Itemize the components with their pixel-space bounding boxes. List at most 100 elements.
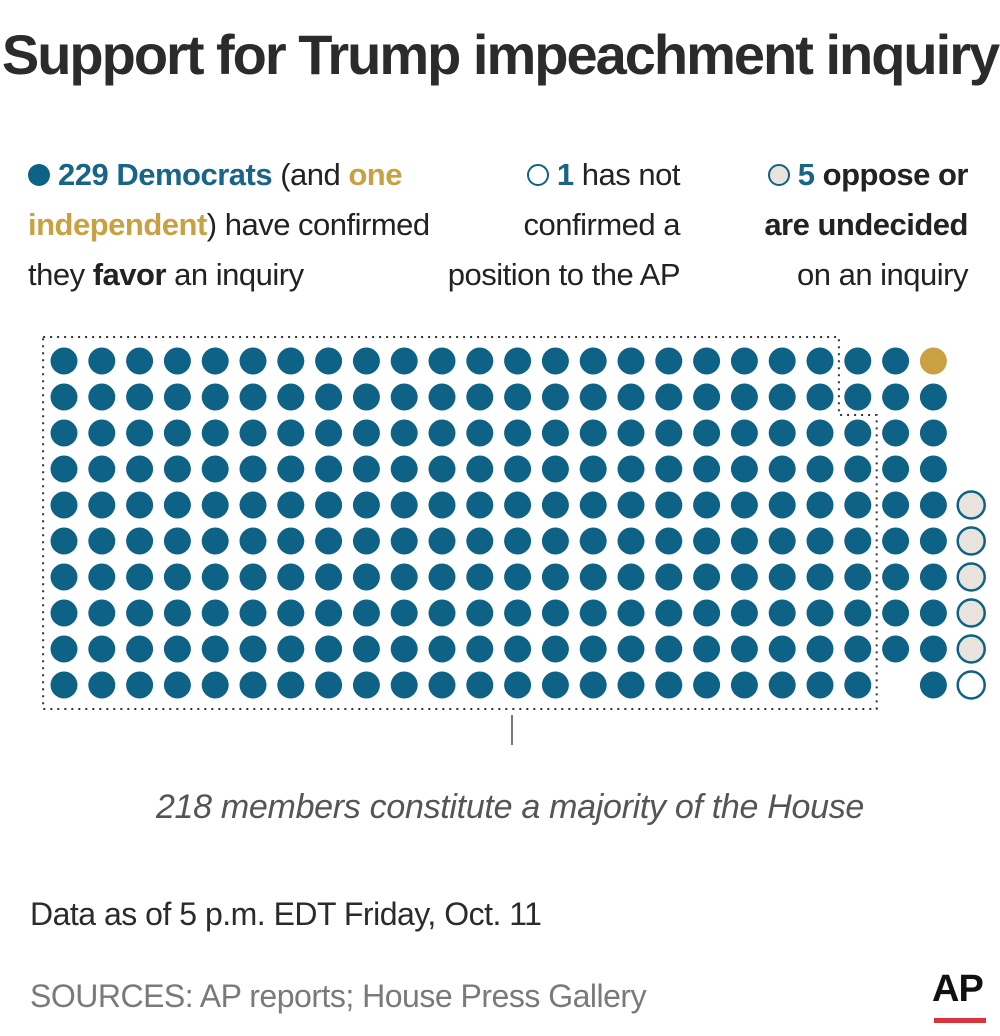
democrat-dot: [693, 563, 721, 591]
legend-not-confirmed-line2: confirmed a: [523, 207, 681, 242]
democrat-dot: [277, 671, 305, 699]
democrat-dot: [126, 347, 154, 375]
legend-one: one: [348, 157, 402, 192]
democrat-dot: [88, 527, 116, 555]
democrat-dot: [315, 491, 343, 519]
legend-oppose-text: oppose or: [822, 157, 969, 192]
legend-an-inquiry: an inquiry: [174, 257, 304, 292]
democrat-dot: [201, 383, 229, 411]
legend-oppose: 5 oppose or are undecided on an inquiry: [700, 150, 968, 300]
waffle-chart: [42, 336, 986, 745]
democrat-dot: [126, 563, 154, 591]
democrat-dot: [428, 671, 456, 699]
ap-logo-bar: [934, 1018, 986, 1023]
independent-dot: [919, 347, 947, 375]
democrat-dot: [541, 455, 569, 483]
democrat-dot: [617, 527, 645, 555]
democrat-dot: [163, 347, 191, 375]
democrat-dot: [504, 419, 532, 447]
democrat-dot: [730, 491, 758, 519]
democrat-dot: [693, 527, 721, 555]
democrat-dot: [617, 635, 645, 663]
democrat-dot: [352, 383, 380, 411]
democrat-dot: [541, 599, 569, 627]
democrat-dot: [88, 347, 116, 375]
democrat-dot: [579, 635, 607, 663]
democrat-dot: [617, 383, 645, 411]
democrat-dot: [390, 671, 418, 699]
democrat-dot: [844, 419, 872, 447]
democrat-dot: [504, 347, 532, 375]
democrat-dot: [655, 563, 683, 591]
legend-undecided-line3: on an inquiry: [796, 257, 969, 292]
democrat-dot: [768, 563, 796, 591]
democrat-dot: [730, 635, 758, 663]
democrat-dot: [806, 563, 834, 591]
democrat-dot: [126, 527, 154, 555]
democrat-dot: [844, 635, 872, 663]
legend-not-confirmed-count: 1: [556, 157, 574, 192]
democrat-dot: [428, 347, 456, 375]
democrat-dot: [88, 419, 116, 447]
democrat-dot: [277, 635, 305, 663]
democrat-dot: [126, 635, 154, 663]
democrat-dot: [239, 635, 267, 663]
democrat-dot: [504, 599, 532, 627]
democrat-dot: [806, 635, 834, 663]
democrat-dot: [617, 347, 645, 375]
democrat-dot: [655, 527, 683, 555]
data-as-of: Data as of 5 p.m. EDT Friday, Oct. 11: [30, 896, 542, 932]
democrat-dot: [239, 455, 267, 483]
democrat-dot: [315, 419, 343, 447]
democrat-dot: [768, 491, 796, 519]
democrat-dot: [50, 383, 78, 411]
democrat-dot: [541, 671, 569, 699]
democrat-dot: [882, 491, 910, 519]
oppose-undecided-dot: [956, 634, 986, 664]
democrat-dot: [163, 599, 191, 627]
democrat-dot: [466, 635, 494, 663]
democrat-dot: [50, 563, 78, 591]
legend-confirmed: ) have confirmed: [206, 207, 430, 242]
democrat-dot: [163, 383, 191, 411]
democrat-dot: [919, 455, 947, 483]
democrat-dot: [617, 491, 645, 519]
democrat-dot: [466, 527, 494, 555]
democrat-dot: [428, 635, 456, 663]
democrat-dot: [88, 383, 116, 411]
democrat-dot: [390, 563, 418, 591]
democrat-dot: [277, 347, 305, 375]
democrat-dot: [466, 671, 494, 699]
democrat-dot: [655, 383, 683, 411]
democrat-dot: [352, 455, 380, 483]
legend-not-confirmed-line3: position to the AP: [447, 257, 681, 292]
democrat-dot: [163, 671, 191, 699]
grey-circle-icon: [767, 164, 790, 186]
democrat-dot: [579, 527, 607, 555]
democrat-dot: [768, 455, 796, 483]
democrat-dot: [617, 563, 645, 591]
democrat-dot: [504, 671, 532, 699]
democrat-dot: [655, 599, 683, 627]
democrat-dot: [315, 347, 343, 375]
democrat-dot: [50, 419, 78, 447]
democrat-dot: [882, 383, 910, 411]
democrat-dot: [655, 455, 683, 483]
democrat-dot: [541, 491, 569, 519]
democrat-dot: [882, 563, 910, 591]
democrat-dot: [504, 563, 532, 591]
democrat-dot: [126, 599, 154, 627]
democrat-dot: [882, 527, 910, 555]
democrat-dot: [579, 455, 607, 483]
legend-not-confirmed-text: has not: [581, 157, 681, 192]
democrat-dot: [239, 383, 267, 411]
legend-undecided-text: are undecided: [764, 207, 968, 242]
democrat-dot: [88, 635, 116, 663]
democrat-dot: [201, 563, 229, 591]
democrat-dot: [277, 419, 305, 447]
democrat-dot: [882, 455, 910, 483]
democrat-dot: [579, 491, 607, 519]
democrat-dot: [277, 599, 305, 627]
democrat-dot: [352, 563, 380, 591]
democrat-dot: [239, 491, 267, 519]
